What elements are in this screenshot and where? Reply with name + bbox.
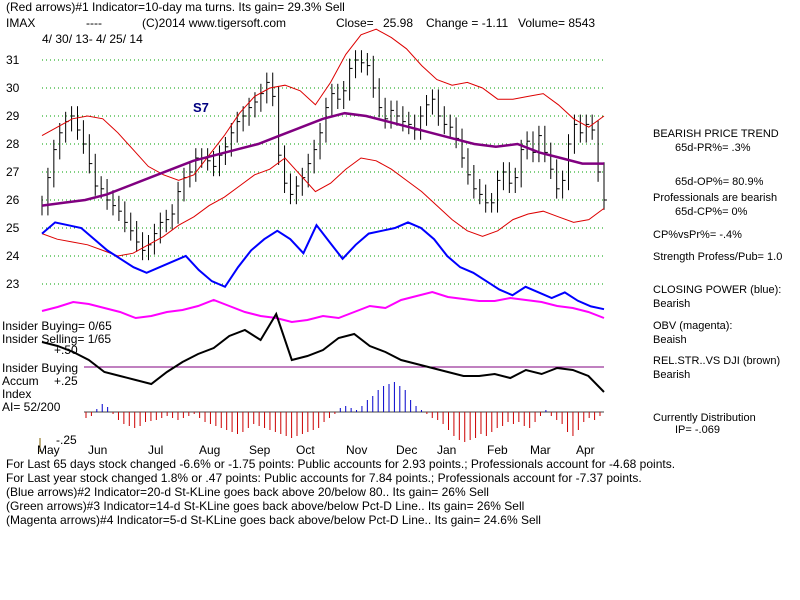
- closing-power-label: CLOSING POWER (blue):: [653, 284, 782, 296]
- lower-band-line: [41, 157, 605, 257]
- op-value: 65d-OP%= 80.9%: [675, 176, 764, 188]
- accum-title-index: Index: [2, 387, 32, 401]
- obv-line: [41, 290, 605, 324]
- x-axis-months: May Jun Jul Aug Sep Oct Nov Dec Jan Feb Mar Apr: [37, 443, 595, 457]
- upper-band-line: [41, 28, 605, 181]
- accum-plus50: +.50: [54, 343, 78, 357]
- accum-minus25: -.25: [56, 433, 77, 447]
- y-tick-label: 26: [6, 193, 20, 207]
- x-month-label: Mar: [530, 443, 551, 457]
- y-tick-label: 29: [6, 109, 20, 123]
- closing-power-line: [41, 221, 605, 311]
- x-month-label: May: [37, 443, 60, 457]
- cpvspr-value: CP%vsPr%= -.4%: [653, 229, 742, 241]
- date-range: 4/ 30/ 13- 4/ 25/ 14: [42, 32, 143, 46]
- accum-ai: AI= 52/200: [2, 400, 61, 414]
- close-label: Close=: [336, 16, 374, 30]
- indicator-1-title: (Red arrows)#1 Indicator=10-day ma turns…: [6, 0, 345, 14]
- x-month-label: Aug: [199, 443, 220, 457]
- y-axis-ticks: 31 30 29 28 27 26 25 24 23: [6, 53, 20, 291]
- signal-s7-label: S7: [193, 100, 209, 115]
- y-tick-label: 23: [6, 277, 20, 291]
- accum-title-accum: Accum: [2, 374, 39, 388]
- x-month-label: Jun: [88, 443, 107, 457]
- y-tick-label: 30: [6, 81, 20, 95]
- copyright: (C)2014 www.tigersoft.com: [142, 16, 287, 30]
- professionals-label: Professionals are bearish: [653, 192, 778, 204]
- footer-blue-arrows: (Blue arrows)#2 Indicator=20-d St-KLine …: [6, 485, 489, 499]
- x-month-label: Jan: [437, 443, 456, 457]
- footer-magenta-arrows: (Magenta arrows)#4 Indicator=5-d St-KLin…: [6, 513, 541, 527]
- x-month-label: Sep: [249, 443, 271, 457]
- ticker: IMAX: [6, 16, 36, 30]
- y-tick-label: 28: [6, 137, 20, 151]
- strength-value: Strength Profess/Pub= 1.0: [653, 251, 783, 263]
- accum-title-insider: Insider Buying: [2, 361, 79, 375]
- x-month-label: Apr: [576, 443, 595, 457]
- y-tick-label: 24: [6, 249, 20, 263]
- ip-value: IP= -.069: [675, 424, 720, 436]
- pr-value: 65d-PR%= .3%: [675, 142, 751, 154]
- x-month-label: Nov: [346, 443, 367, 457]
- obv-label: OBV (magenta):: [653, 320, 733, 332]
- obv-value: Beaish: [653, 334, 687, 346]
- y-tick-label: 31: [6, 53, 20, 67]
- footer-green-arrows: (Green arrows)#3 Indicator=14-d St-KLine…: [6, 499, 525, 513]
- y-tick-label: 25: [6, 221, 20, 235]
- relstr-line: [41, 311, 605, 393]
- y-tick-label: 27: [6, 165, 20, 179]
- volume-value: Volume= 8543: [518, 16, 596, 30]
- moving-average-line: [41, 111, 604, 207]
- indicator-lines: [41, 28, 605, 393]
- footer-65day: For Last 65 days stock changed -6.6% or …: [6, 457, 676, 471]
- insider-buying: Insider Buying= 0/65: [2, 319, 112, 333]
- x-month-label: Dec: [396, 443, 417, 457]
- price-bars: [41, 50, 607, 261]
- trend-label: BEARISH PRICE TREND: [653, 128, 779, 140]
- close-value: 25.98: [383, 16, 414, 30]
- change-value: Change = -1.11: [426, 16, 509, 30]
- cp-value: 65d-CP%= 0%: [675, 206, 748, 218]
- x-month-label: Feb: [487, 443, 508, 457]
- accum-plus25: +.25: [54, 374, 78, 388]
- footer-year: For Last year stock changed 1.8% or .47 …: [6, 471, 642, 485]
- ticker-dashes: ----: [86, 16, 102, 30]
- relstr-label: REL.STR..VS DJI (brown): [653, 355, 781, 367]
- relstr-value: Bearish: [653, 369, 691, 381]
- insider-selling: Insider Selling= 1/65: [2, 332, 112, 346]
- closing-power-value: Bearish: [653, 298, 691, 310]
- x-month-label: Jul: [148, 443, 163, 457]
- distribution-label: Currently Distribution: [653, 412, 756, 424]
- accumulation-histogram: [85, 382, 601, 442]
- x-month-label: Oct: [296, 443, 315, 457]
